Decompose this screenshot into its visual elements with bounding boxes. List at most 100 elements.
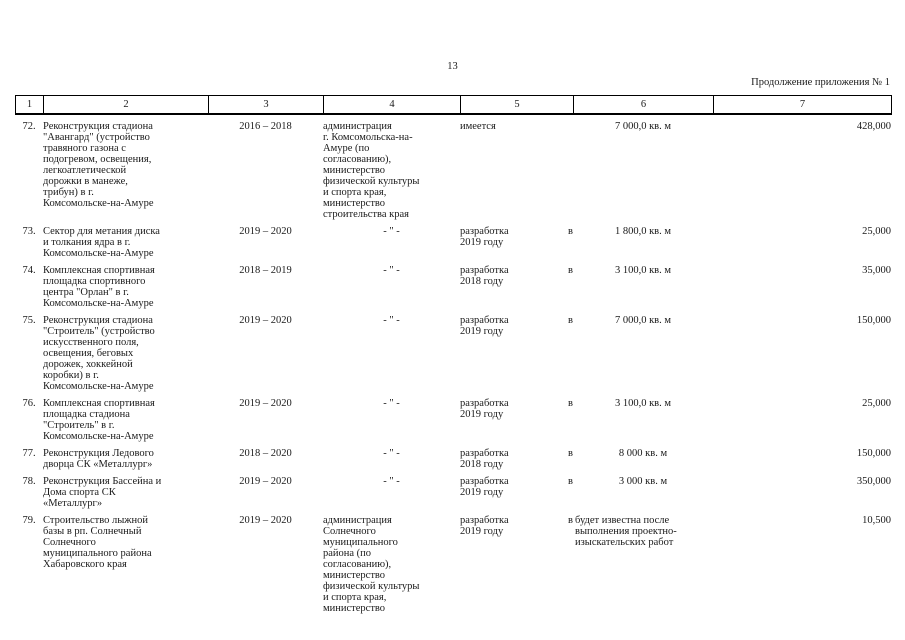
years-cell: 2018 – 2020 bbox=[239, 448, 292, 459]
cost-cell: 350,000 bbox=[856, 476, 891, 487]
row-number-cell: 76. bbox=[22, 398, 36, 409]
documentation-line1: разработка в bbox=[460, 226, 573, 237]
table-row: 79. Строительство лыжной базы в рп. Солне… bbox=[15, 515, 891, 620]
documentation-line1-left: разработка bbox=[460, 315, 509, 326]
column-number: 4 bbox=[323, 95, 461, 115]
documentation-line2: 2019 году bbox=[460, 487, 504, 498]
executor-cell: администрация Солнечного муниципального … bbox=[323, 515, 420, 614]
documentation-cell: разработка в 2019 году bbox=[460, 476, 573, 515]
documentation-line1: разработка в bbox=[460, 265, 573, 276]
cost-cell: 10,500 bbox=[862, 515, 891, 526]
documentation-cell: разработка в 2018 году bbox=[460, 265, 573, 315]
area-cell: будет известна после выполнения проектно… bbox=[575, 515, 677, 548]
documentation-cell: разработка в 2019 году bbox=[460, 315, 573, 398]
table-row: 74. Комплексная спортивная площадка спорт… bbox=[15, 265, 891, 315]
documentation-cell: разработка в 2019 году bbox=[460, 398, 573, 448]
table-row: 77. Реконструкция Ледового дворца СК «Мет… bbox=[15, 448, 891, 476]
documentation-line2: 2018 году bbox=[460, 276, 504, 287]
column-number: 6 bbox=[573, 95, 714, 115]
documentation-line1: разработка в bbox=[460, 398, 573, 409]
documentation-line1-left: разработка bbox=[460, 515, 509, 526]
area-cell: 3 000 кв. м bbox=[618, 476, 668, 487]
documentation-line1: разработка в bbox=[460, 515, 573, 526]
row-number-cell: 74. bbox=[22, 265, 36, 276]
executor-cell: - " - bbox=[383, 398, 400, 409]
documentation-line1-left: разработка bbox=[460, 265, 509, 276]
page-number: 13 bbox=[447, 61, 458, 72]
documentation-line2: 2019 году bbox=[460, 526, 504, 537]
area-cell: 8 000 кв. м bbox=[618, 448, 668, 459]
project-name-cell: Реконструкция Бассейна и Дома спорта СК … bbox=[43, 476, 162, 509]
documentation-line1-right: в bbox=[568, 398, 573, 409]
row-number-cell: 77. bbox=[22, 448, 36, 459]
documentation-line1-left: разработка bbox=[460, 398, 509, 409]
project-name-cell: Комплексная спортивная площадка стадиона… bbox=[43, 398, 155, 442]
column-number: 5 bbox=[460, 95, 574, 115]
row-number-cell: 75. bbox=[22, 315, 36, 326]
project-name-cell: Реконструкция стадиона "Строитель" (устр… bbox=[43, 315, 155, 392]
documentation-cell: разработка в 2018 году bbox=[460, 448, 573, 476]
row-number-cell: 72. bbox=[22, 121, 36, 132]
cost-cell: 150,000 bbox=[856, 448, 891, 459]
executor-cell: - " - bbox=[383, 265, 400, 276]
cost-cell: 25,000 bbox=[862, 398, 891, 409]
row-number-cell: 79. bbox=[22, 515, 36, 526]
area-cell: 3 100,0 кв. м bbox=[614, 398, 672, 409]
documentation-line2: 2018 году bbox=[460, 459, 504, 470]
project-name-cell: Строительство лыжной базы в рп. Солнечны… bbox=[43, 515, 152, 570]
documentation-line1-right: в bbox=[568, 265, 573, 276]
appendix-continuation-label: Продолжение приложения № 1 bbox=[751, 77, 890, 88]
documentation-line2: 2019 году bbox=[460, 237, 504, 248]
executor-cell: - " - bbox=[383, 226, 400, 237]
project-name-cell: Сектор для метания диска и толкания ядра… bbox=[43, 226, 160, 259]
column-number: 2 bbox=[43, 95, 209, 115]
cost-cell: 428,000 bbox=[856, 121, 891, 132]
projects-table: 72. Реконструкция стадиона "Авангард" (ус… bbox=[15, 121, 891, 620]
documentation-cell: имеется bbox=[460, 121, 496, 132]
documentation-line1-left: разработка bbox=[460, 226, 509, 237]
documentation-cell: разработка в 2019 году bbox=[460, 226, 573, 265]
documentation-line2: 2019 году bbox=[460, 326, 504, 337]
cost-cell: 35,000 bbox=[862, 265, 891, 276]
table-body: 72. Реконструкция стадиона "Авангард" (ус… bbox=[15, 121, 891, 620]
column-number-header: 1 2 3 4 5 6 7 bbox=[15, 95, 892, 115]
documentation-line1-left: разработка bbox=[460, 448, 509, 459]
table-row: 72. Реконструкция стадиона "Авангард" (ус… bbox=[15, 121, 891, 226]
documentation-line1-right: в bbox=[568, 315, 573, 326]
executor-cell: - " - bbox=[383, 315, 400, 326]
area-cell: 3 100,0 кв. м bbox=[614, 265, 672, 276]
documentation-cell: разработка в 2019 году bbox=[460, 515, 573, 620]
executor-cell: - " - bbox=[383, 476, 400, 487]
table-row: 76. Комплексная спортивная площадка стади… bbox=[15, 398, 891, 448]
project-name-cell: Комплексная спортивная площадка спортивн… bbox=[43, 265, 155, 309]
row-number-cell: 78. bbox=[22, 476, 36, 487]
years-cell: 2018 – 2019 bbox=[239, 265, 292, 276]
column-number: 1 bbox=[15, 95, 44, 115]
documentation-line2: 2019 году bbox=[460, 409, 504, 420]
cost-cell: 25,000 bbox=[862, 226, 891, 237]
documentation-line1: разработка в bbox=[460, 448, 573, 459]
years-cell: 2016 – 2018 bbox=[239, 121, 292, 132]
documentation-line1-right: в bbox=[568, 476, 573, 487]
project-name-cell: Реконструкция стадиона "Авангард" (устро… bbox=[43, 121, 154, 209]
documentation-line1: разработка в bbox=[460, 476, 573, 487]
documentation-line1-right: в bbox=[568, 515, 573, 526]
table-row: 75. Реконструкция стадиона "Строитель" (у… bbox=[15, 315, 891, 398]
years-cell: 2019 – 2020 bbox=[239, 226, 292, 237]
documentation-line1-right: в bbox=[568, 448, 573, 459]
column-number: 3 bbox=[208, 95, 324, 115]
table-row: 78. Реконструкция Бассейна и Дома спорта … bbox=[15, 476, 891, 515]
row-number-cell: 73. bbox=[22, 226, 36, 237]
documentation-line1-left: разработка bbox=[460, 476, 509, 487]
years-cell: 2019 – 2020 bbox=[239, 476, 292, 487]
area-cell: 7 000,0 кв. м bbox=[614, 121, 672, 132]
years-cell: 2019 – 2020 bbox=[239, 315, 292, 326]
executor-cell: администрация г. Комсомольска-на- Амуре … bbox=[323, 121, 420, 220]
cost-cell: 150,000 bbox=[856, 315, 891, 326]
table-row: 73. Сектор для метания диска и толкания я… bbox=[15, 226, 891, 265]
area-cell: 1 800,0 кв. м bbox=[614, 226, 672, 237]
documentation-line1: разработка в bbox=[460, 315, 573, 326]
executor-cell: - " - bbox=[383, 448, 400, 459]
documentation-line1-right: в bbox=[568, 226, 573, 237]
